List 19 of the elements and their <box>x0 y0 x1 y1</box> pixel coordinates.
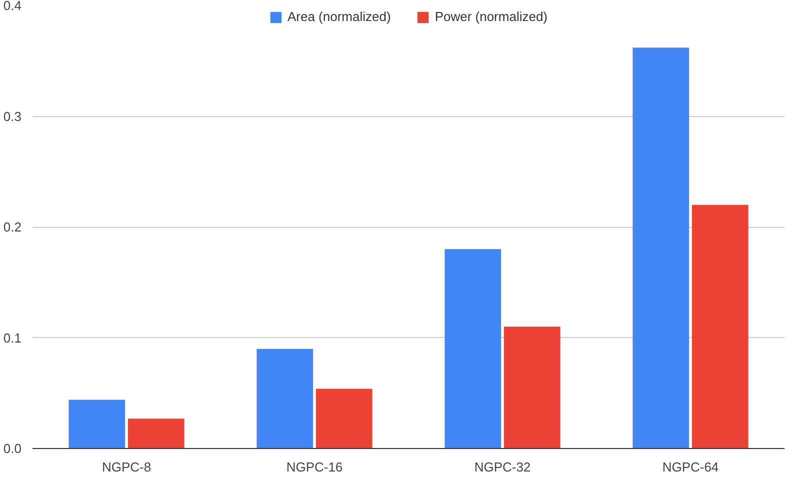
y-tick-label: 0.3 <box>3 108 22 124</box>
y-tick-label: 0.2 <box>3 220 22 234</box>
y-tick-label: 0.1 <box>3 330 22 346</box>
bar <box>632 48 690 448</box>
y-tick-label: 0.0 <box>3 441 22 456</box>
bar <box>444 249 502 448</box>
bar <box>68 400 126 448</box>
x-tick-label: NGPC-8 <box>102 460 152 474</box>
bar <box>504 326 560 448</box>
x-tick-label: NGPC-32 <box>474 460 531 474</box>
bar <box>316 388 372 448</box>
bar <box>256 348 314 448</box>
bar <box>128 418 184 448</box>
legend-label: Power (normalized) <box>434 9 548 24</box>
x-tick-label: NGPC-16 <box>286 460 343 474</box>
x-tick-label: NGPC-64 <box>662 460 719 474</box>
legend-label: Area (normalized) <box>287 9 391 24</box>
y-tick-label: 0.4 <box>3 0 22 13</box>
bar <box>692 204 748 448</box>
